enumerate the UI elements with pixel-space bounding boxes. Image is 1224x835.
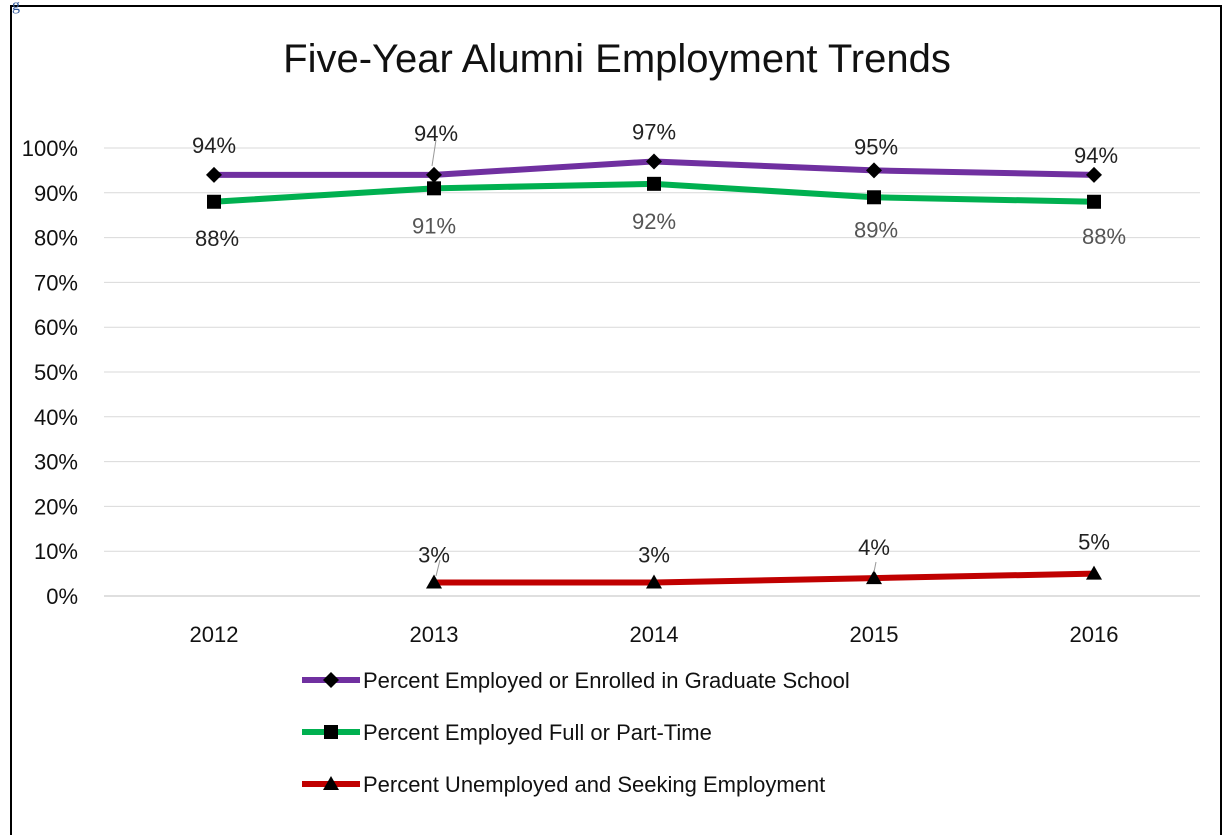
x-tick-label: 2015 (850, 622, 899, 647)
x-tick-label: 2012 (190, 622, 239, 647)
data-labels: 94% 94% 97%95% 94%88% 91% 92% 89% 88%3% 3% 4% 5% (192, 119, 1126, 577)
data-label: 3% (418, 543, 450, 568)
data-point-marker (1086, 565, 1102, 580)
data-point-marker (867, 190, 881, 205)
series-line-3 (434, 570, 1095, 586)
y-tick-label: 10% (34, 539, 78, 564)
legend-marker (323, 776, 339, 790)
y-tick-label: 30% (34, 450, 78, 475)
y-tick-label: 90% (34, 181, 78, 206)
data-label: 4% (858, 535, 890, 560)
y-tick-label: 100% (22, 136, 78, 161)
series-markers (206, 153, 1102, 589)
data-label: 88% (1082, 224, 1126, 249)
data-point-marker (647, 176, 661, 191)
x-tick-label: 2013 (410, 622, 459, 647)
y-tick-label: 20% (34, 494, 78, 519)
data-point-marker (866, 162, 882, 179)
data-point-marker (1086, 166, 1102, 183)
y-tick-label: 80% (34, 226, 78, 251)
label-leader-line (435, 559, 441, 577)
data-label: 92% (632, 209, 676, 234)
legend-marker (324, 725, 338, 739)
y-tick-label: 40% (34, 405, 78, 430)
legend: Percent Employed or Enrolled in Graduate… (302, 668, 850, 797)
y-tick-label: 60% (34, 315, 78, 340)
y-tick-label: 70% (34, 270, 78, 295)
y-tick-label: 0% (46, 584, 78, 609)
data-point-marker (866, 570, 882, 585)
label-leader-line (431, 139, 437, 167)
y-tick-label: 50% (34, 360, 78, 385)
data-point-marker (207, 194, 221, 209)
data-point-marker (646, 153, 662, 170)
data-point-marker (646, 574, 662, 589)
data-label: 97% (632, 119, 676, 144)
chart-frame: g (10, 0, 1222, 835)
x-tick-label: 2016 (1070, 622, 1119, 647)
legend-marker (323, 672, 339, 688)
data-label: 3% (638, 543, 670, 568)
data-point-marker (426, 574, 442, 589)
data-label: 95% (854, 134, 898, 159)
data-label: 94% (192, 133, 236, 158)
legend-entry-label: Percent Employed Full or Part-Time (363, 720, 712, 745)
data-label: 5% (1078, 530, 1110, 555)
data-label: 88% (195, 226, 239, 251)
data-label: 94% (1074, 143, 1118, 168)
gridlines (104, 147, 1200, 597)
data-point-marker (426, 166, 442, 183)
data-point-marker (206, 166, 222, 183)
y-axis-ticks: 0% 10% 20% 30% 40% 50% 60% 70% 80% 90% 100% (22, 136, 78, 609)
data-label: 91% (412, 213, 456, 238)
data-point-marker (427, 181, 441, 196)
data-label: 89% (854, 217, 898, 242)
corner-text: g (12, 0, 20, 14)
legend-entry-label: Percent Unemployed and Seeking Employmen… (363, 772, 825, 797)
x-axis-ticks: 2012 2013 2014 2015 2016 (190, 622, 1119, 647)
label-leader-line (873, 561, 877, 573)
x-tick-label: 2014 (630, 622, 679, 647)
legend-entry-label: Percent Employed or Enrolled in Graduate… (363, 668, 850, 693)
chart-title: Five-Year Alumni Employment Trends (283, 37, 951, 81)
data-point-marker (1087, 194, 1101, 209)
